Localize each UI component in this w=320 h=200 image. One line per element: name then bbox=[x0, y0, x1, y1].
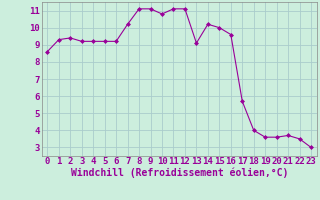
X-axis label: Windchill (Refroidissement éolien,°C): Windchill (Refroidissement éolien,°C) bbox=[70, 168, 288, 178]
